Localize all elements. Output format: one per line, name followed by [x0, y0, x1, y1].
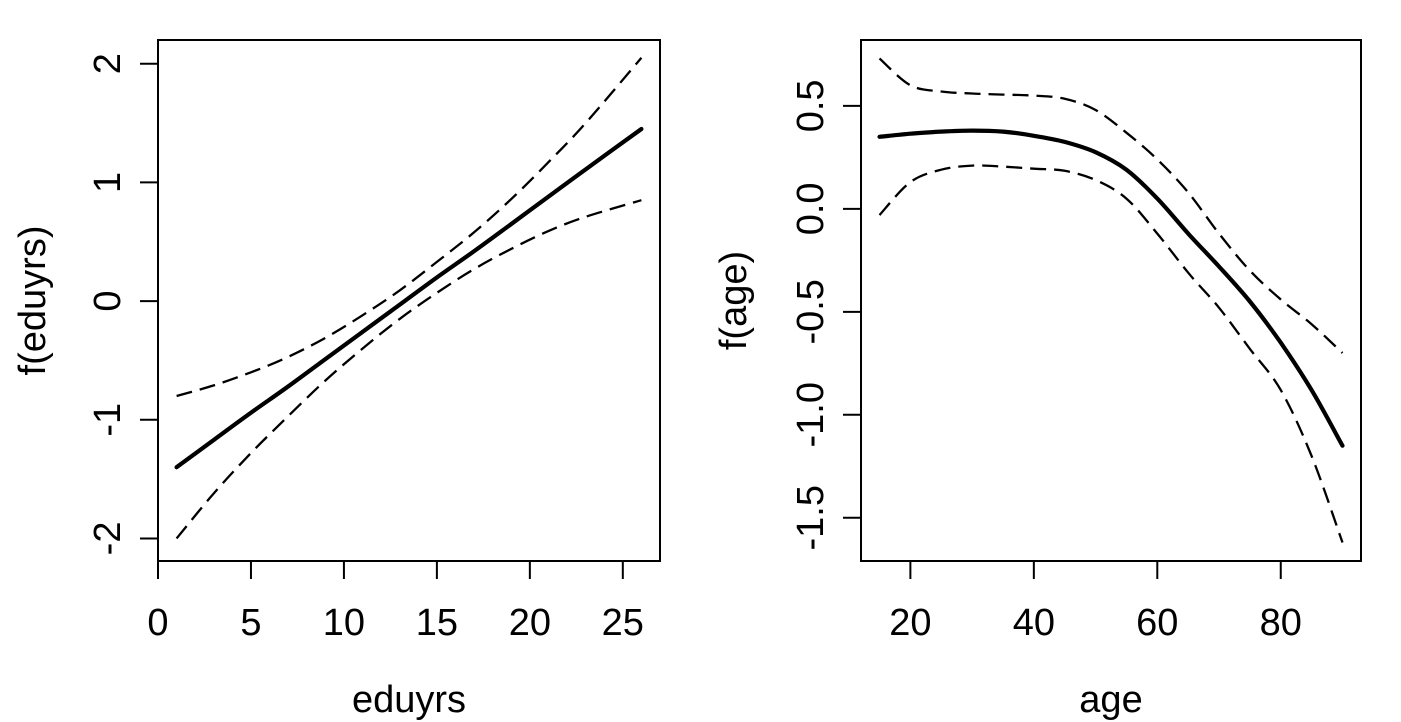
y-axis-label: f(age): [713, 251, 755, 350]
x-tick-label: 20: [509, 602, 551, 644]
right-plot-age: 20 40 60 80 -1.5 -1.0 -0.5 0.0 0.5 age f(age): [713, 39, 1362, 721]
fit-line: [174, 126, 644, 470]
y-tick-label: 0.5: [790, 79, 832, 132]
x-axis-label: age: [1079, 679, 1142, 721]
left-plot-eduyrs: 0 5 10 15 20 25 -2 -1 0 1 2 eduyrs f(eduyrs): [12, 39, 661, 721]
x-tick-label: 20: [889, 602, 931, 644]
y-tick-label: -2: [87, 522, 129, 556]
x-tick-label: 40: [1013, 602, 1055, 644]
y-tick-label: 2: [87, 53, 129, 74]
lower-95-ci-line: [878, 164, 1344, 543]
y-tick-label: -1.5: [790, 485, 832, 550]
x-tick-label: 15: [416, 602, 458, 644]
x-tick-label: 25: [602, 602, 644, 644]
y-tick-label: -0.5: [790, 279, 832, 344]
y-axis-label: f(eduyrs): [12, 226, 54, 376]
upper-95-ci-line: [176, 57, 643, 398]
fit-line: [877, 128, 1345, 448]
y-tick-label: -1: [87, 403, 129, 437]
y-tick-label: 0: [87, 291, 129, 312]
x-tick-label: 10: [323, 602, 365, 644]
x-tick-label: 60: [1136, 602, 1178, 644]
y-tick-label: 0.0: [790, 182, 832, 235]
plot-box: [860, 39, 1362, 562]
plot-box: [157, 39, 661, 562]
y-tick-label: 1: [87, 172, 129, 193]
x-axis-label: eduyrs: [352, 679, 466, 721]
upper-95-ci-line: [878, 57, 1344, 354]
y-tick-label: -1.0: [790, 382, 832, 447]
lower-95-ci-line: [175, 199, 642, 540]
x-tick-label: 0: [147, 602, 168, 644]
x-tick-label: 5: [240, 602, 261, 644]
x-tick-label: 80: [1260, 602, 1302, 644]
